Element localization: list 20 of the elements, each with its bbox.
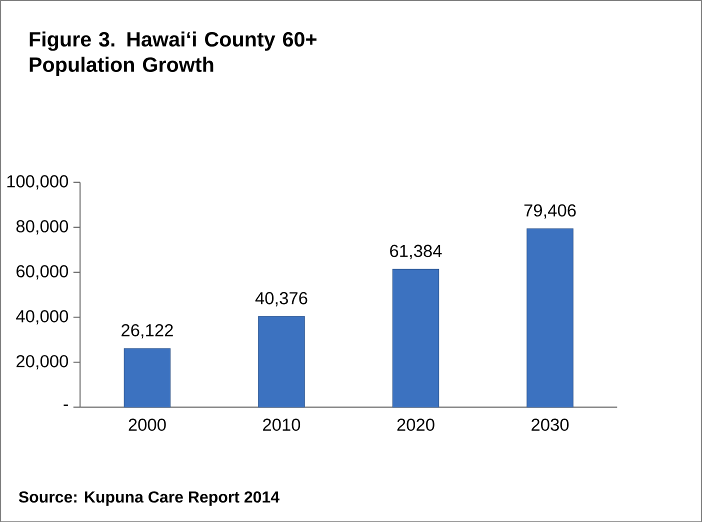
x-tick-label: 2020	[397, 418, 434, 431]
data-label: 61,384	[390, 244, 442, 259]
x-tick-label: 2030	[532, 418, 569, 431]
source-note: Source: Kupuna Care Report 2014	[18, 491, 280, 506]
chart-title: Figure 3. Hawai‘i County 60+ Population Growth	[30, 31, 316, 76]
y-tick-label: 40,000	[16, 310, 68, 324]
y-tick-label: 100,000	[7, 175, 68, 190]
bar	[124, 348, 171, 408]
x-tick-label: 2010	[263, 418, 300, 431]
y-tick-label: 60,000	[16, 264, 68, 280]
bar	[258, 316, 305, 408]
bar	[526, 228, 574, 408]
data-label: 79,406	[524, 204, 576, 218]
data-label: 40,376	[255, 292, 308, 306]
bar	[392, 268, 440, 408]
data-label: 26,122	[122, 324, 173, 338]
y-tick-label: 80,000	[16, 220, 68, 234]
x-tick-label: 2000	[128, 418, 166, 431]
y-tick-label: -	[64, 404, 68, 406]
y-tick-label: 20,000	[16, 354, 68, 370]
